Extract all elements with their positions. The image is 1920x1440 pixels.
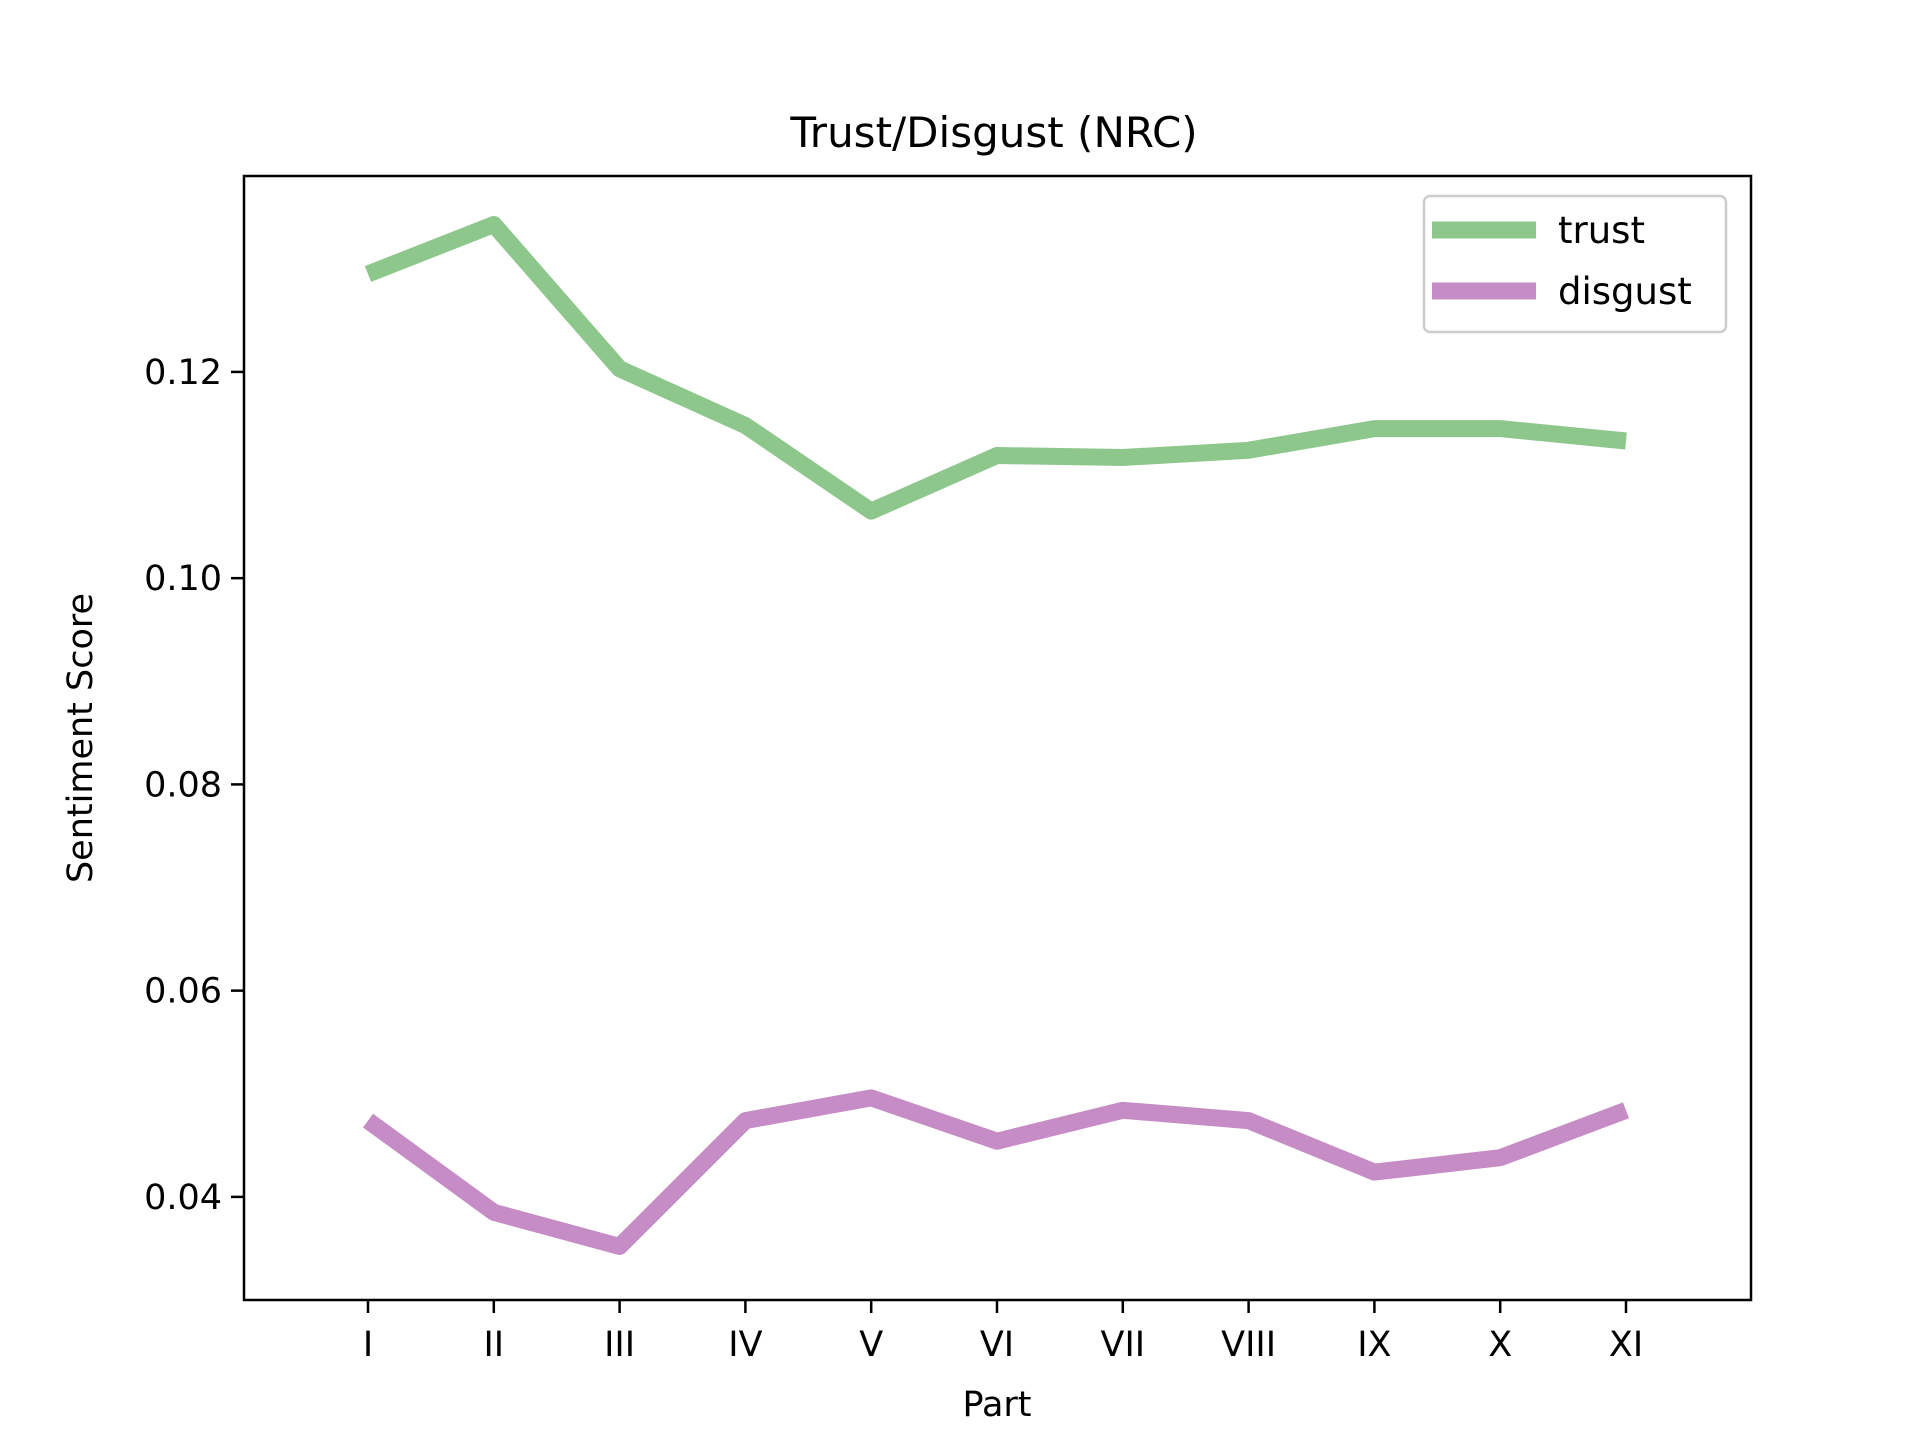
x-tick-label: IX [1357,1325,1391,1365]
x-tick-label: I [363,1325,373,1365]
y-tick-label: 0.10 [144,559,222,599]
x-tick-label: VII [1101,1325,1146,1365]
x-tick-label: V [859,1325,883,1365]
plot-frame [242,174,1753,1302]
x-tick-label: XI [1609,1325,1643,1365]
x-tick-label: VIII [1221,1325,1276,1365]
x-tick-label: VI [980,1325,1014,1365]
legend-label-disgust: disgust [1558,270,1692,313]
x-axis: I II III IV V VI VII VIII IX X XI [363,1300,1643,1365]
x-tick-label: IV [728,1325,762,1365]
chart-title: Trust/Disgust (NRC) [789,108,1197,157]
y-axis-label: Sentiment Score [61,593,101,883]
x-tick-label: III [604,1325,635,1365]
x-axis-label: Part [962,1385,1031,1425]
y-tick-label: 0.04 [144,1178,222,1218]
series-line-disgust [362,1089,1629,1255]
series-lines [362,216,1629,1255]
y-tick-label: 0.06 [144,972,222,1012]
x-tick-label: II [483,1325,504,1365]
y-axis: 0.04 0.06 0.08 0.10 0.12 [144,353,244,1218]
legend-label-trust: trust [1558,209,1645,252]
y-tick-label: 0.08 [144,765,222,805]
y-tick-label: 0.12 [144,353,222,393]
x-tick-label: X [1488,1325,1512,1365]
legend: trust disgust [1422,194,1728,334]
